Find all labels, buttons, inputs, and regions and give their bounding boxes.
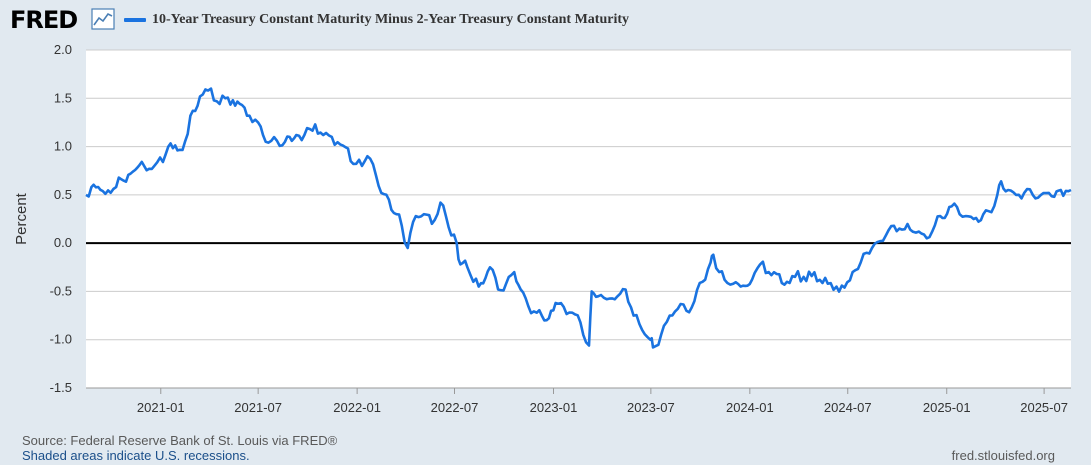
x-tick-label: 2025-01 <box>923 400 971 415</box>
y-tick-label: -0.5 <box>50 283 72 298</box>
x-tick-label: 2024-01 <box>726 400 774 415</box>
y-tick-label: 1.0 <box>54 139 72 154</box>
x-tick-label: 2022-07 <box>431 400 479 415</box>
site-link[interactable]: fred.stlouisfed.org <box>951 448 1055 463</box>
x-tick-label: 2023-01 <box>530 400 578 415</box>
chart-legend[interactable]: 10-Year Treasury Constant Maturity Minus… <box>124 12 629 28</box>
y-tick-label: -1.5 <box>50 380 72 395</box>
chart-header: FRED 10-Year Treasury Constant Maturity … <box>0 0 1091 42</box>
y-axis-label: Percent <box>13 192 30 245</box>
y-tick-label: 0.0 <box>54 235 72 250</box>
recession-note[interactable]: Shaded areas indicate U.S. recessions. <box>22 448 250 463</box>
x-tick-label: 2022-01 <box>333 400 381 415</box>
chart-footer: Source: Federal Reserve Bank of St. Loui… <box>0 430 1091 465</box>
x-tick-label: 2023-07 <box>627 400 675 415</box>
y-tick-label: 0.5 <box>54 187 72 202</box>
fred-logo[interactable]: FRED <box>10 6 78 34</box>
y-tick-label: 1.5 <box>54 90 72 105</box>
x-tick-label: 2021-07 <box>234 400 282 415</box>
x-tick-label: 2025-07 <box>1020 400 1068 415</box>
line-chart-icon[interactable] <box>91 8 115 30</box>
plot-area <box>86 50 1071 388</box>
x-tick-label: 2021-01 <box>137 400 185 415</box>
y-tick-label: 2.0 <box>54 42 72 57</box>
series-line-0[interactable] <box>85 87 1072 349</box>
x-tick-label: 2024-07 <box>824 400 872 415</box>
legend-series-label: 10-Year Treasury Constant Maturity Minus… <box>152 12 630 27</box>
legend-swatch <box>124 18 146 22</box>
y-tick-label: -1.0 <box>50 332 72 347</box>
line-chart[interactable]: 2.0 1.5 1.0 0.5 0.0 -0.5 -1.0 -1.5 2021-01 2021-0… <box>0 0 1091 430</box>
source-note: Source: Federal Reserve Bank of St. Loui… <box>22 433 338 448</box>
